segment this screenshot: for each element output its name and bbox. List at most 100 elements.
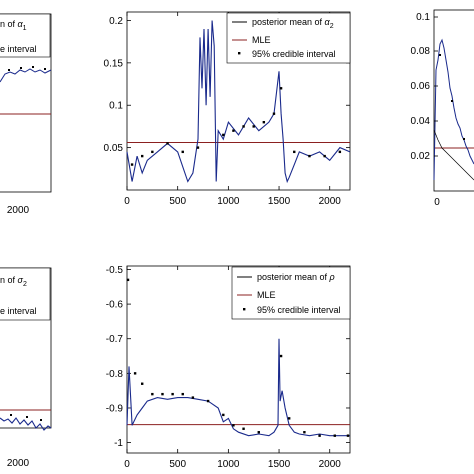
x-tick-label: 1500 (268, 459, 291, 470)
y-tick-label: -0.6 (106, 300, 124, 311)
interval-marker (232, 129, 235, 132)
interval-marker (338, 150, 342, 154)
x-tick-label: 1500 (268, 196, 291, 207)
interval-marker (463, 138, 465, 140)
x-tick-label: 1000 (217, 196, 240, 207)
y-tick-label: 0.1 (109, 101, 123, 112)
legend-label-interval: 95% credible interval (252, 49, 336, 59)
axis-ticks: 0 500 1000 1500 2000 -0.5 -0.6 -0.7 -0.8 -0.9 -1 (106, 265, 350, 470)
y-tick-label: -1 (114, 438, 123, 449)
interval-marker (171, 392, 174, 396)
axes-box (126, 265, 351, 454)
interval-marker (242, 125, 245, 128)
y-tick-label: 0.04 (411, 116, 431, 127)
y-tick-label: 0.08 (411, 46, 431, 57)
interval-marker (242, 427, 245, 430)
panel-top-center: 0 500 1000 1500 2000 0.05 0.1 0.15 0.2 posterior… (104, 11, 351, 207)
y-tick-label: 0.15 (104, 58, 124, 69)
panel-bottom-center: 0 500 1000 1500 2000 -0.5 -0.6 -0.7 -0.8 -0.9 -1 p… (106, 265, 351, 470)
interval-marker (26, 416, 28, 418)
interval-marker (439, 54, 441, 56)
y-tick-label: -0.8 (106, 369, 124, 380)
interval-marker (232, 424, 235, 427)
interval-marker (191, 396, 195, 399)
interval-marker (141, 154, 144, 158)
x-tick-label: 2000 (319, 459, 342, 470)
interval-marker (130, 163, 134, 166)
interval-marker (333, 434, 336, 437)
legend-box (0, 267, 51, 321)
interval-marker (20, 67, 22, 69)
interval-marker (293, 150, 296, 154)
legend-label-posterior-a1: n of α1 (0, 19, 27, 32)
x-tick-label: 2000 (319, 196, 342, 207)
interval-marker (166, 142, 169, 145)
interval-marker (206, 399, 210, 403)
interval-marker (126, 278, 130, 282)
y-tick-label: 0.05 (104, 143, 124, 154)
axis-ticks: 0 500 1000 1500 2000 0.05 0.1 0.15 0.2 (104, 12, 350, 207)
interval-markers (130, 87, 342, 166)
interval-marker (272, 112, 276, 115)
legend-label-mle: MLE (257, 290, 276, 300)
interval-marker (151, 150, 154, 154)
x-tick-label: 0 (124, 459, 130, 470)
x-tick-label: 0 (124, 196, 130, 207)
interval-marker (451, 100, 453, 102)
legend-box (231, 266, 351, 320)
interval-marker (8, 69, 10, 71)
interval-marker (181, 150, 184, 154)
interval-markers (126, 278, 350, 437)
y-tick-label: 0.2 (109, 16, 123, 27)
legend-label-mle: MLE (252, 35, 271, 45)
y-tick-label: -0.7 (106, 334, 124, 345)
legend-label-interval-a1: e interval (0, 44, 37, 54)
x-tick-label: 2000 (7, 205, 30, 216)
x-tick-label: 500 (169, 196, 186, 207)
y-tick-label: -0.5 (106, 265, 124, 276)
interval-marker (323, 154, 326, 158)
posterior-lower-line (433, 129, 474, 181)
interval-marker (262, 120, 266, 124)
legend-label-interval: 95% credible interval (257, 305, 341, 315)
posterior-mean-line (126, 20, 351, 184)
legend: n of α1 e interval (0, 13, 51, 58)
posterior-mean-line (0, 68, 52, 83)
interval-marker (308, 154, 311, 158)
y-tick-label: -0.9 (106, 403, 124, 414)
legend: posterior mean of ρ MLE 95% credible int… (231, 266, 351, 320)
interval-marker (279, 87, 283, 90)
legend-label-posterior-rho: posterior mean of ρ (257, 272, 335, 282)
panel-top-left: n of α1 e interval 2000 (0, 13, 52, 216)
x-tick-label: 500 (169, 459, 186, 470)
legend-label-interval-s2: e interval (0, 306, 37, 316)
interval-marker (141, 382, 144, 385)
interval-marker (318, 434, 321, 437)
interval-marker (303, 431, 306, 434)
legend-marker-interval (243, 308, 246, 311)
posterior-mean-line (433, 38, 474, 181)
legend-label-posterior-s2: n of σ2 (0, 275, 27, 288)
panel-top-right: 0.1 0.08 0.06 0.04 0.02 0 (411, 9, 474, 208)
interval-marker (222, 413, 225, 417)
axes-box (433, 9, 474, 192)
interval-marker (44, 68, 46, 70)
posterior-mean-line (0, 417, 52, 431)
x-tick-label: 1000 (217, 459, 240, 470)
interval-marker (252, 125, 255, 128)
interval-marker (133, 372, 137, 375)
legend-box (0, 13, 51, 58)
interval-marker (161, 392, 164, 396)
interval-marker (287, 417, 291, 420)
legend-box (226, 12, 351, 64)
legend-marker-interval (238, 52, 241, 55)
interval-marker (279, 354, 283, 358)
interval-marker (257, 431, 260, 434)
y-tick-label: 0.1 (416, 12, 430, 23)
posterior-mean-line (126, 338, 350, 437)
interval-marker (181, 392, 184, 396)
y-tick-label: 0.06 (411, 81, 431, 92)
legend: posterior mean of α2 MLE 95% credible in… (226, 12, 351, 64)
x-tick-label: 2000 (7, 458, 30, 469)
